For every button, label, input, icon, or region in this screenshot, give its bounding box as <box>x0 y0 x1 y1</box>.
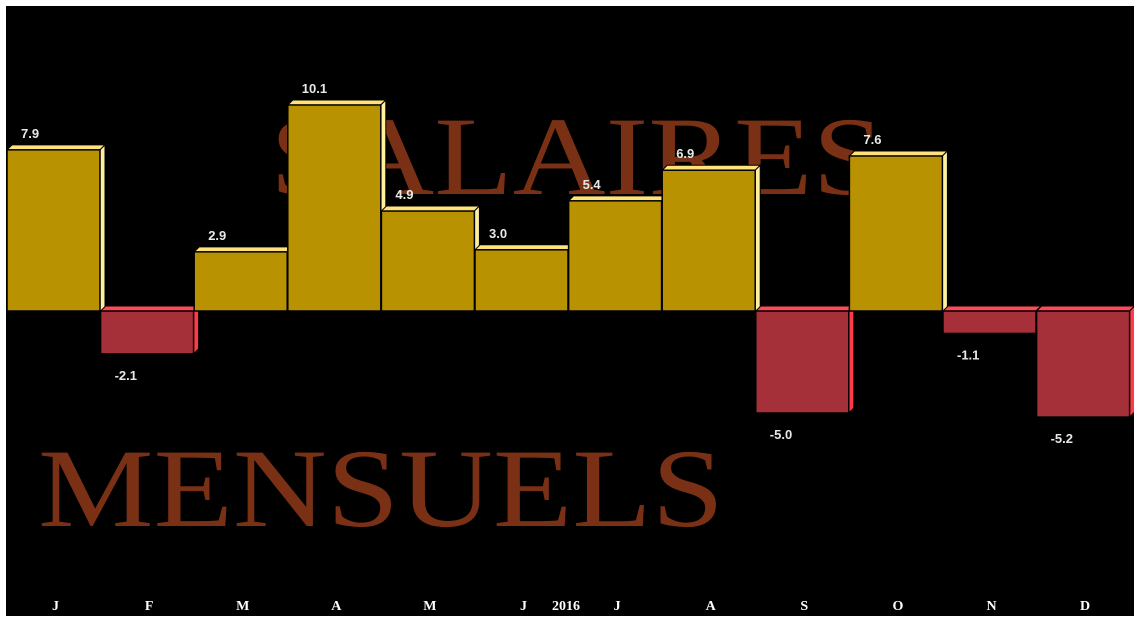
data-label-4: 10.1 <box>302 81 327 96</box>
data-label-9: -5.0 <box>770 427 792 442</box>
data-label-12: -5.2 <box>1051 431 1073 446</box>
bar-8 <box>660 164 762 312</box>
x-tick-7: J <box>614 599 621 614</box>
bar-9 <box>754 304 856 415</box>
bar-front-face <box>6 149 101 312</box>
x-tick-3: M <box>236 599 249 614</box>
x-tick-6: J <box>520 599 527 614</box>
bar-1 <box>6 143 107 312</box>
bar-10 <box>848 149 949 312</box>
chart-frame: SALAIRES MENSUELS 7.9 -2.1 2.9 10.1 4.9 3.0 5.… <box>6 6 1134 616</box>
data-label-5: 4.9 <box>395 187 413 202</box>
bar-front-face <box>99 310 195 355</box>
data-label-10: 7.6 <box>863 132 881 147</box>
data-label-11: -1.1 <box>957 347 979 362</box>
bar-front-face <box>848 155 944 312</box>
bar-6 <box>473 243 575 312</box>
data-label-6: 3.0 <box>489 226 507 241</box>
bar-5 <box>380 204 481 312</box>
x-tick-12: D <box>1080 599 1090 614</box>
bar-top-face <box>1035 305 1134 312</box>
bar-2 <box>99 304 200 356</box>
bar-front-face <box>193 251 288 312</box>
x-tick-11: N <box>986 599 996 614</box>
bar-front-face <box>287 104 382 312</box>
x-tick-1: J <box>52 599 59 614</box>
bar-front-face <box>474 249 569 312</box>
bar-3 <box>192 245 294 312</box>
x-tick-10: O <box>892 599 903 614</box>
bar-front-face <box>661 169 756 312</box>
bar-front-face <box>755 310 850 414</box>
bar-7 <box>567 194 668 312</box>
bar-front-face <box>567 200 663 312</box>
x-tick-8: A <box>706 599 717 614</box>
x-tick-5: M <box>423 599 436 614</box>
year-label: 2016 <box>552 599 580 614</box>
bar-front-face <box>942 310 1037 335</box>
bar-chart: SALAIRES MENSUELS 7.9-2.12.910.14.93.05.… <box>6 81 1134 614</box>
bar-12 <box>1035 305 1134 419</box>
bar-11 <box>941 304 1043 335</box>
title-word-2: MENSUELS <box>38 427 724 551</box>
bar-top-face <box>848 150 949 157</box>
x-tick-4: A <box>331 599 342 614</box>
data-label-1: 7.9 <box>21 126 39 141</box>
data-label-3: 2.9 <box>208 228 226 243</box>
bars-layer <box>6 98 1134 419</box>
bar-4 <box>286 98 388 312</box>
x-tick-9: S <box>800 599 808 614</box>
x-tick-2: F <box>145 599 154 614</box>
bar-top-face <box>941 305 1043 312</box>
bar-top-face <box>99 305 200 312</box>
data-label-7: 5.4 <box>583 177 602 192</box>
bar-front-face <box>1035 310 1131 418</box>
bar-front-face <box>380 210 476 312</box>
data-label-8: 6.9 <box>676 146 694 161</box>
data-label-2: -2.1 <box>115 368 137 383</box>
labels-layer: 7.9 -2.1 2.9 10.1 4.9 3.0 5.4 6.9 -5.0 7.6 -1.1 -5.… <box>21 81 1073 446</box>
